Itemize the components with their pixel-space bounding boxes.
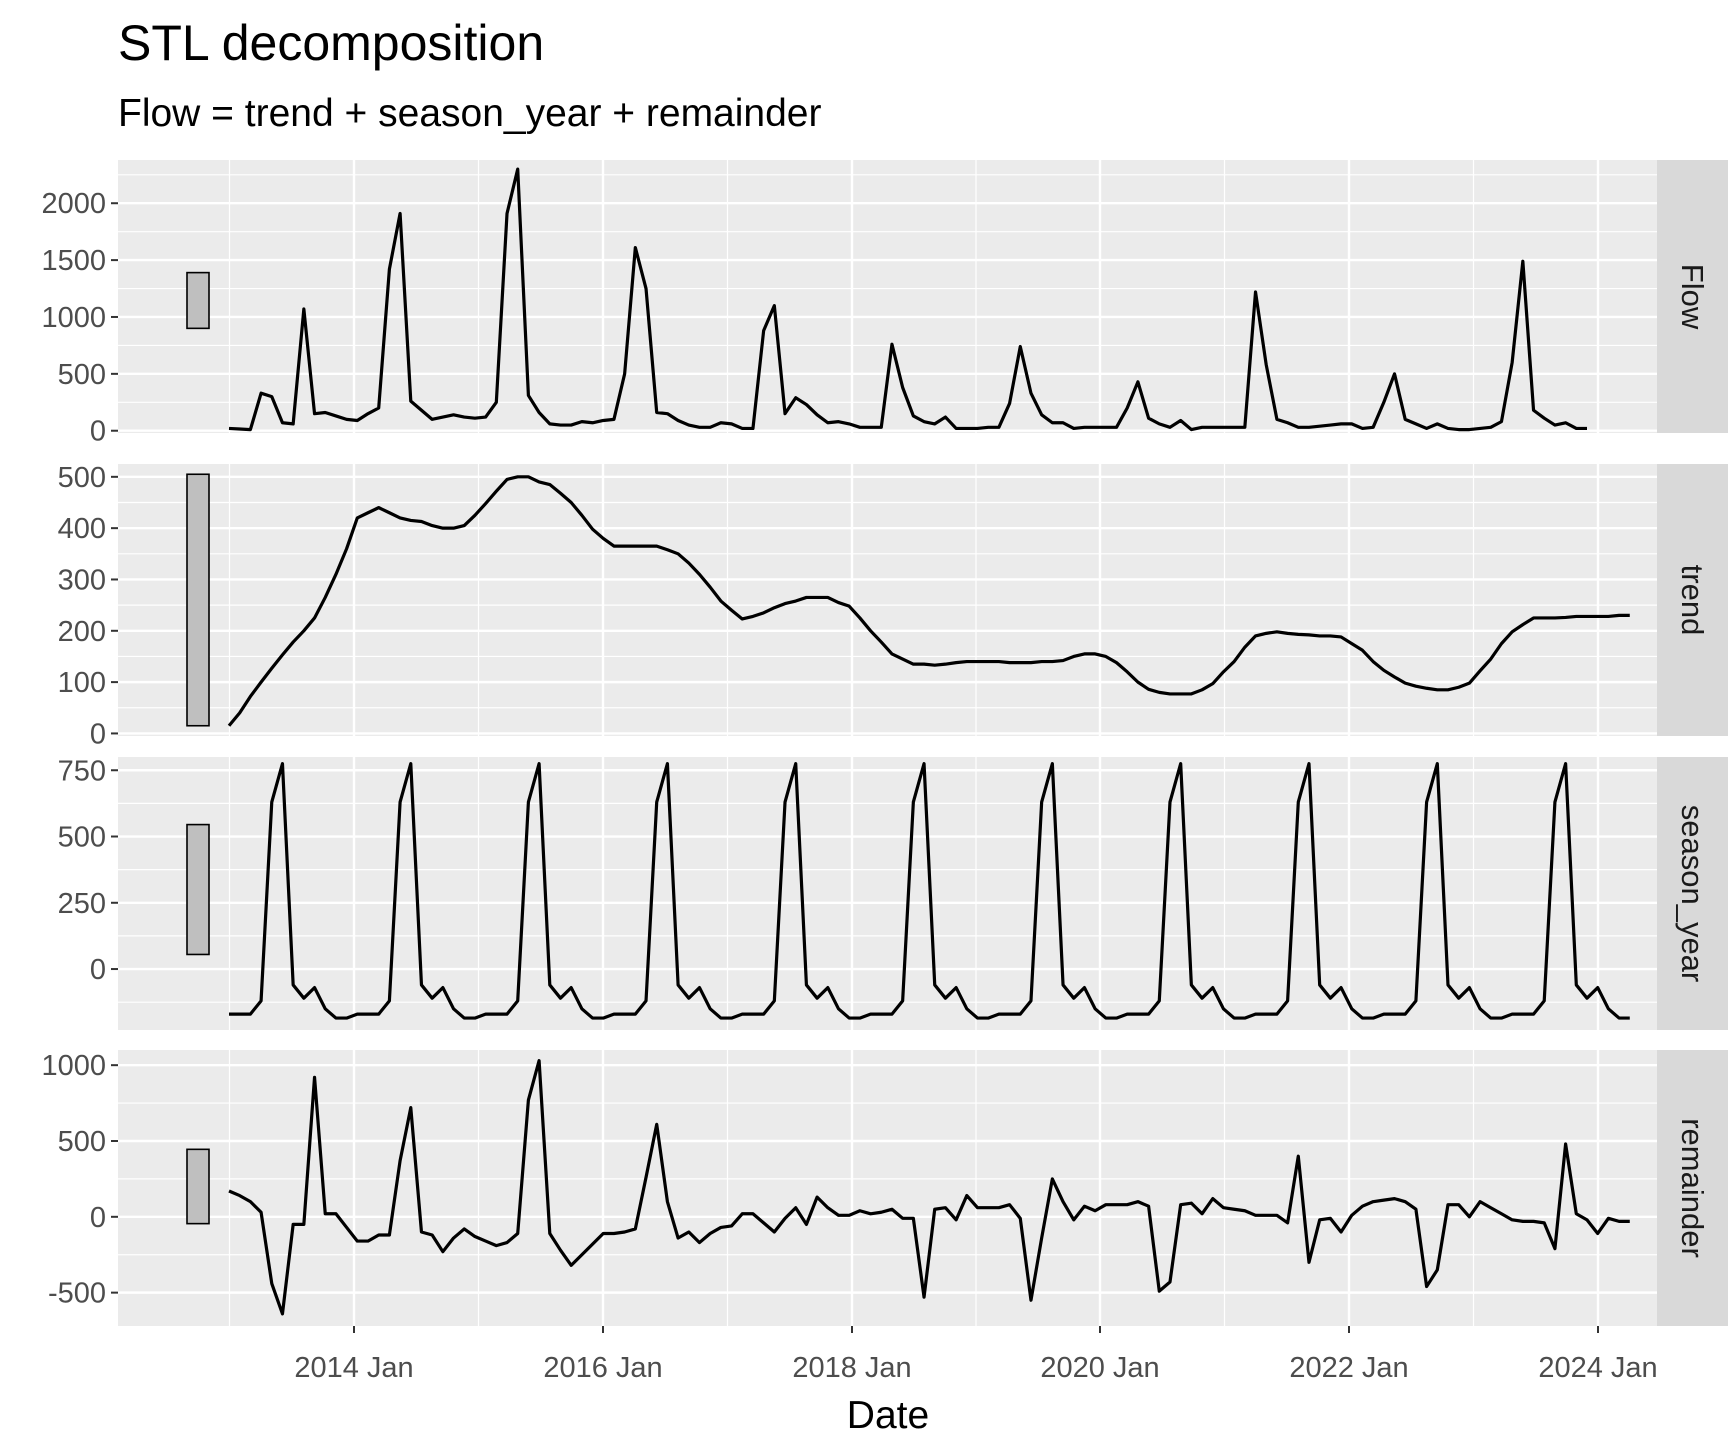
y-tick-label: 0 <box>90 1202 106 1234</box>
facet-strip <box>1657 1050 1728 1326</box>
y-tick-label: 0 <box>90 954 106 986</box>
y-tick-label: 1000 <box>41 302 106 334</box>
chart-subtitle: Flow = trend + season_year + remainder <box>118 92 821 135</box>
y-tick-label: 500 <box>58 462 106 494</box>
panel-trend: 0 100 200 300 400 500 trend <box>58 462 1728 750</box>
scale-bar <box>186 1148 210 1225</box>
y-tick-label: 0 <box>90 416 106 448</box>
y-tick-label: 100 <box>58 667 106 699</box>
x-axis: 2014 Jan 2016 Jan 2018 Jan 2020 Jan 2022 Jan… <box>294 1326 1658 1384</box>
panel-background <box>118 1050 1657 1326</box>
scale-bar <box>186 823 210 956</box>
y-tick-label: 1000 <box>41 1050 106 1082</box>
y-tick-label: 750 <box>58 755 106 787</box>
panel-season-year: 0 250 500 750 season_year <box>58 755 1728 1030</box>
y-tick-label: 500 <box>58 1126 106 1158</box>
facet-strip-label: remainder <box>1675 1118 1710 1258</box>
y-tick-label: 300 <box>58 564 106 596</box>
y-tick-label: 0 <box>90 718 106 750</box>
x-tick-label: 2014 Jan <box>294 1352 413 1384</box>
series-line-trend <box>227 475 1630 727</box>
y-tick-label: 250 <box>58 888 106 920</box>
panel-Flow: 0 500 1000 1500 2000 Flow <box>41 160 1728 448</box>
panel-background <box>118 160 1657 433</box>
facet-strip <box>1657 464 1728 736</box>
y-tick-label: -500 <box>48 1278 106 1310</box>
panel-background <box>118 757 1657 1030</box>
y-tick-label: 200 <box>58 616 106 648</box>
panel-remainder: -500 0 500 1000 remainder <box>41 1050 1728 1326</box>
series-line-season-year <box>229 762 1630 1020</box>
y-tick-label: 400 <box>58 513 106 545</box>
facet-strip-label: trend <box>1675 565 1710 636</box>
panel-background <box>118 464 1657 736</box>
facet-strip-label: season_year <box>1675 805 1710 983</box>
x-axis-title: Date <box>847 1394 929 1437</box>
scale-bar <box>186 271 210 330</box>
y-tick-label: 500 <box>58 359 106 391</box>
y-tick-label: 500 <box>58 822 106 854</box>
facet-strip <box>1657 757 1728 1030</box>
x-tick-label: 2018 Jan <box>792 1352 911 1384</box>
x-tick-label: 2020 Jan <box>1040 1352 1159 1384</box>
x-tick-label: 2016 Jan <box>543 1352 662 1384</box>
facet-panels: 0 500 1000 1500 2000 Flow 0 100 200 300 400 500 tren… <box>41 160 1728 1326</box>
facet-strip <box>1657 160 1728 433</box>
facet-strip-label: Flow <box>1675 264 1710 330</box>
y-tick-label: 2000 <box>41 188 106 220</box>
x-tick-label: 2024 Jan <box>1538 1352 1657 1384</box>
chart-title: STL decomposition <box>118 15 544 71</box>
y-tick-label: 1500 <box>41 245 106 277</box>
scale-bar <box>186 473 210 727</box>
series-line-remainder <box>228 1059 1630 1316</box>
series-line-Flow <box>228 167 1587 432</box>
x-tick-label: 2022 Jan <box>1289 1352 1408 1384</box>
